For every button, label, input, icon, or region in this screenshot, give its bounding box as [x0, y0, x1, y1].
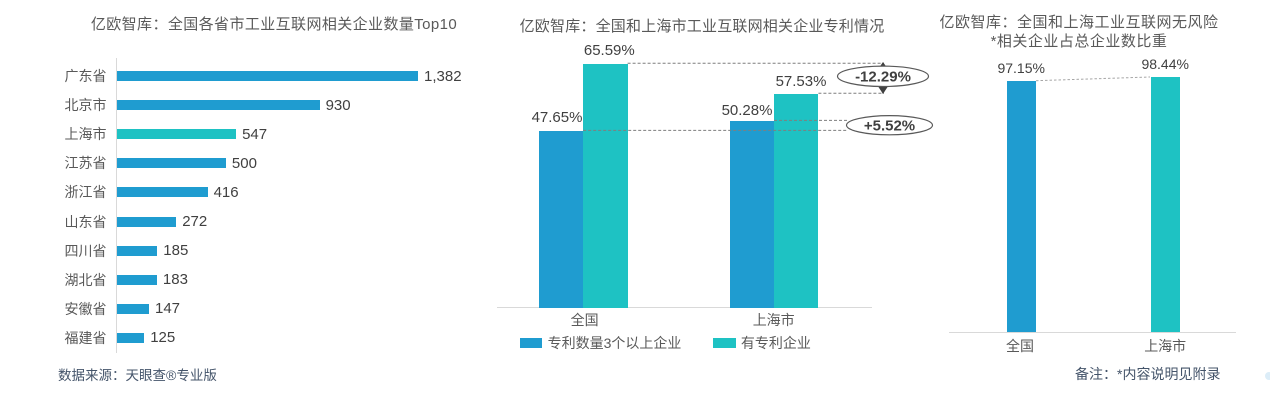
svg-text:+5.52%: +5.52%: [864, 118, 915, 135]
svg-text:-12.29%: -12.29%: [855, 69, 911, 86]
